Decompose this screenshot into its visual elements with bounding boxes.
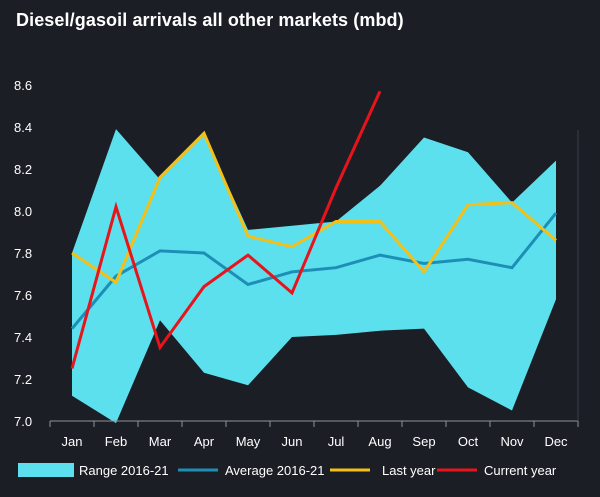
x-tick-label: Feb (105, 434, 127, 449)
y-tick-label: 8.4 (14, 120, 32, 135)
y-tick-label: 8.2 (14, 162, 32, 177)
series-line-current-year (70, 90, 382, 369)
legend-label-series: Average 2016-21 (225, 463, 325, 478)
y-tick-label: 7.0 (14, 414, 32, 429)
chart-title: Diesel/gasoil arrivals all other markets… (16, 10, 404, 30)
y-tick-label: 7.6 (14, 288, 32, 303)
x-tick-label: Aug (368, 434, 391, 449)
y-tick-label: 7.2 (14, 372, 32, 387)
x-tick-label: Dec (544, 434, 568, 449)
y-tick-label: 7.8 (14, 246, 32, 261)
series-line-average-2016-21 (70, 212, 558, 330)
series-line-last-year (71, 130, 557, 285)
x-tick-label: Nov (500, 434, 524, 449)
x-tick-label: Jan (62, 434, 83, 449)
x-tick-label: Mar (149, 434, 172, 449)
x-tick-label: May (236, 434, 261, 449)
x-tick-label: Jul (328, 434, 345, 449)
x-tick-label: Sep (412, 434, 435, 449)
y-tick-label: 8.0 (14, 204, 32, 219)
range-band (72, 129, 556, 424)
y-tick-label: 7.4 (14, 330, 32, 345)
x-tick-label: Apr (194, 434, 215, 449)
y-tick-label: 8.6 (14, 78, 32, 93)
x-tick-label: Oct (458, 434, 479, 449)
legend-label-range: Range 2016-21 (79, 463, 169, 478)
x-tick-label: Jun (282, 434, 303, 449)
legend-label-series: Last year (382, 463, 436, 478)
legend-label-series: Current year (484, 463, 557, 478)
legend-swatch-range (18, 463, 74, 477)
